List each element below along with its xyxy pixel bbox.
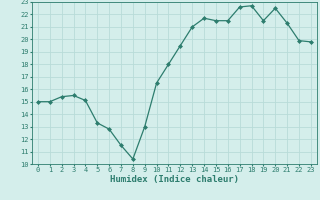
- X-axis label: Humidex (Indice chaleur): Humidex (Indice chaleur): [110, 175, 239, 184]
